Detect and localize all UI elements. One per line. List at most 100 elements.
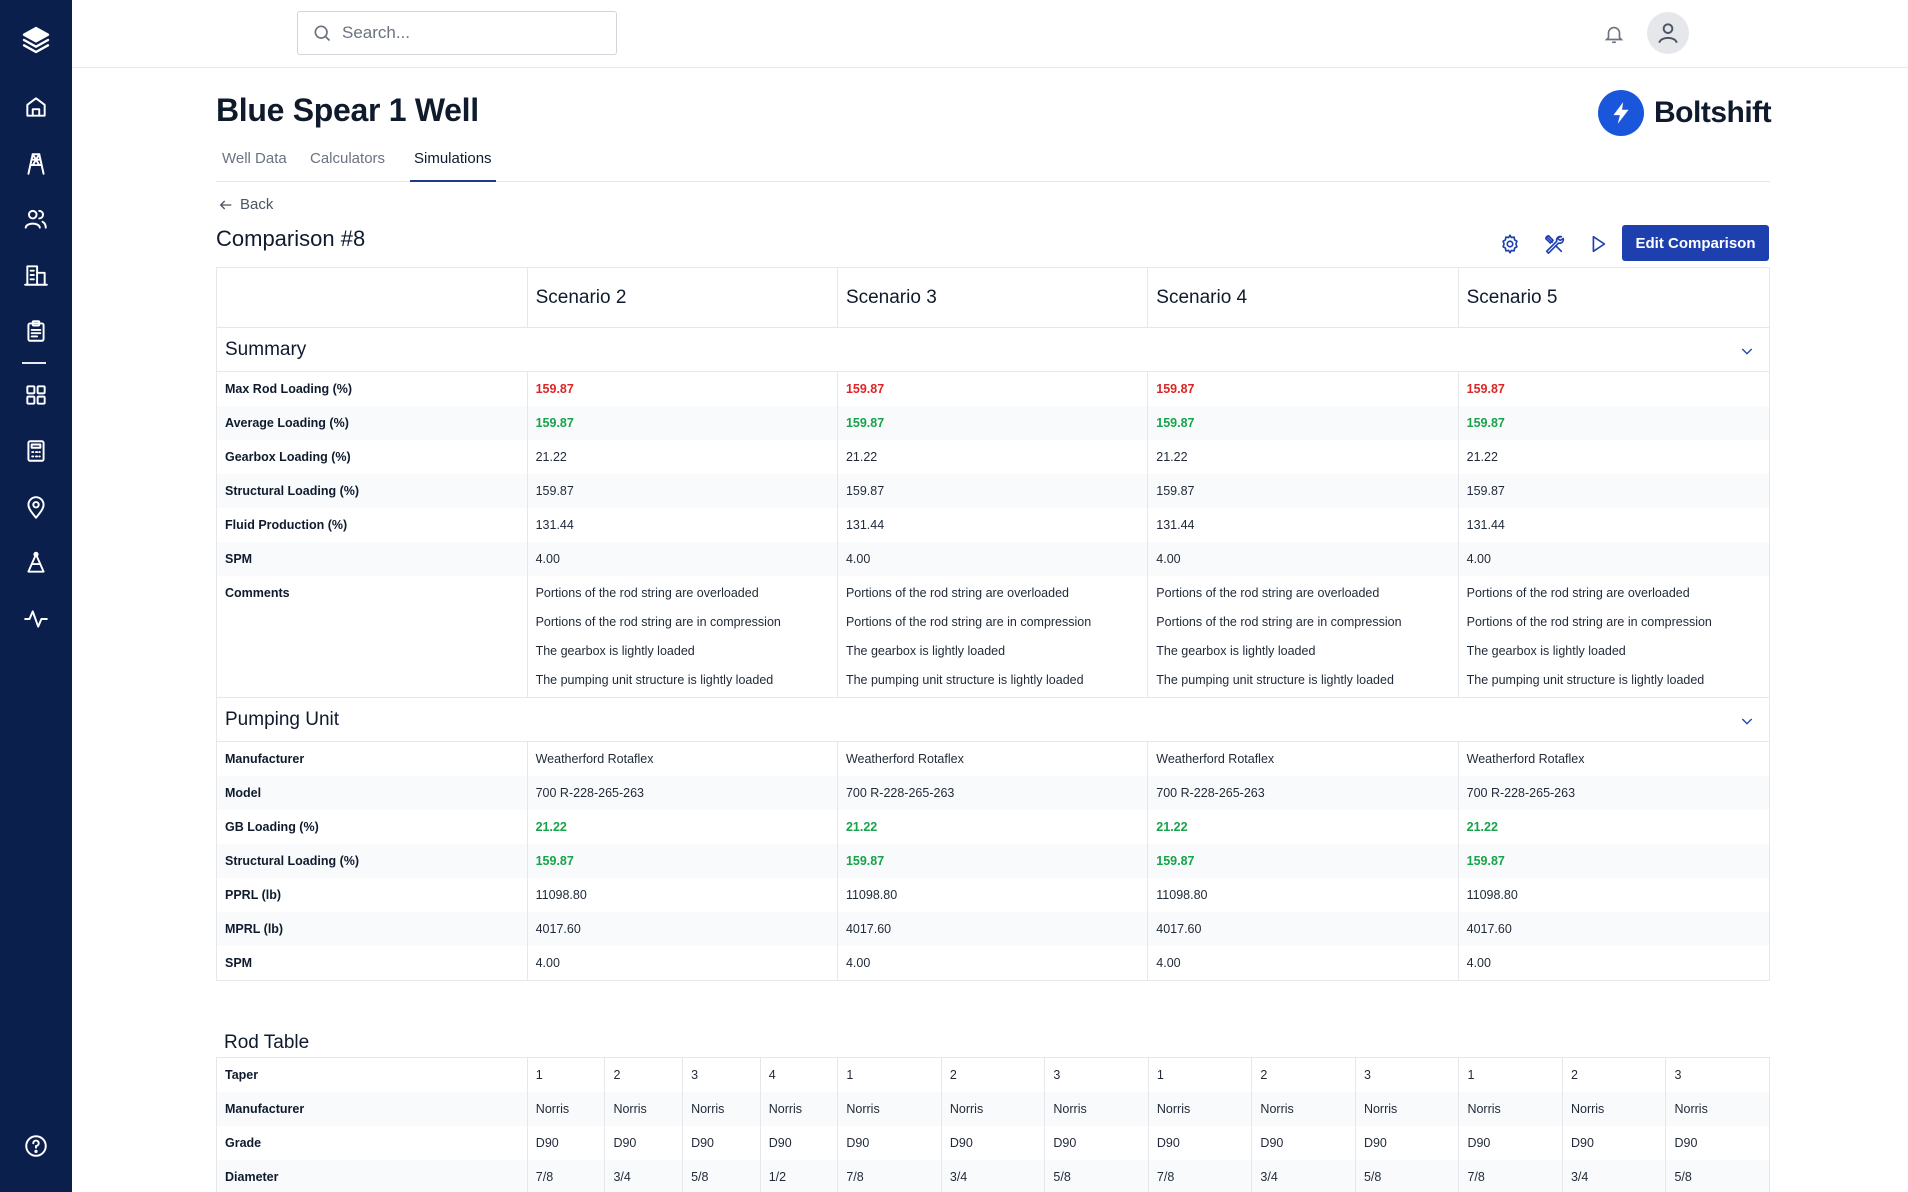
clipboard-icon[interactable] <box>18 313 54 349</box>
home-icon[interactable] <box>18 89 54 125</box>
value-cell: Weatherford Rotaflex <box>1466 752 1585 766</box>
rod-cell: Norris <box>683 1092 761 1126</box>
value-cell: 159.87 <box>1148 474 1459 508</box>
oil-rig-icon[interactable] <box>18 146 54 182</box>
rod-cell: Norris <box>1356 1092 1460 1126</box>
value-cell: 159.87 <box>1466 382 1505 396</box>
table-row: Taper 1 2 3 4 1 2 3 1 2 3 1 2 3 <box>216 1058 1770 1092</box>
rod-cell: D90 <box>605 1126 684 1160</box>
comment-line: The gearbox is lightly loaded <box>1156 644 1316 659</box>
value-cell: 4017.60 <box>528 912 838 946</box>
comment-line: The gearbox is lightly loaded <box>845 644 1006 659</box>
value-cell: Weatherford Rotaflex <box>838 742 1149 776</box>
comment-line: Portions of the rod string are overloade… <box>1156 585 1380 600</box>
rod-cell: Norris <box>942 1092 1046 1126</box>
rod-cell: Norris <box>1045 1092 1149 1126</box>
scenario-header: Scenario 5 <box>1466 286 1558 308</box>
row-label: SPM <box>217 946 528 980</box>
rod-cell: D90 <box>1252 1126 1356 1160</box>
value-cell: 4017.60 <box>838 912 1149 946</box>
value-cell: 21.22 <box>1148 810 1459 844</box>
value-cell: 4017.60 <box>1466 922 1512 936</box>
back-label: Back <box>240 196 274 213</box>
tab-calculators[interactable]: Calculators <box>310 150 386 167</box>
notifications-bell-icon[interactable] <box>1600 20 1628 48</box>
value-cell: 11098.80 <box>1466 888 1518 902</box>
pump-jack-icon[interactable] <box>18 545 54 581</box>
pumping-unit-section-header[interactable]: Pumping Unit <box>216 698 1770 742</box>
value-cell: 159.87 <box>528 372 838 406</box>
comments-cell: Portions of the rod string are overloade… <box>528 576 838 697</box>
value-cell: 159.87 <box>838 844 1149 878</box>
table-row: PPRL (lb) 11098.80 11098.80 11098.80 11098.8… <box>216 878 1770 912</box>
value-cell: 4.00 <box>1148 946 1459 980</box>
search-box[interactable] <box>297 11 617 55</box>
value-cell: 131.44 <box>1466 518 1505 532</box>
rod-cell: 3/4 <box>1252 1160 1356 1192</box>
rod-cell: D90 <box>1666 1126 1770 1160</box>
help-icon[interactable] <box>18 1128 54 1164</box>
row-label: Structural Loading (%) <box>217 474 528 508</box>
search-input[interactable] <box>342 23 602 43</box>
summary-section-header[interactable]: Summary <box>216 328 1770 372</box>
user-avatar[interactable] <box>1647 12 1689 54</box>
rod-cell: 2 <box>1563 1058 1667 1092</box>
table-row: Grade D90 D90 D90 D90 D90 D90 D90 D90 D90 D90 D90 D9… <box>216 1126 1770 1160</box>
users-icon[interactable] <box>18 201 54 237</box>
value-cell: 4.00 <box>838 946 1149 980</box>
value-cell: 4.00 <box>1466 552 1491 566</box>
back-link[interactable]: Back <box>218 196 273 213</box>
sidebar-divider <box>22 362 46 364</box>
scenario-header-row: Scenario 2 Scenario 3 Scenario 4 Scenari… <box>216 267 1770 328</box>
dashboard-grid-icon[interactable] <box>18 377 54 413</box>
tools-wrench-icon[interactable] <box>1540 230 1568 258</box>
value-cell: 21.22 <box>1466 450 1498 464</box>
play-icon[interactable] <box>1584 230 1612 258</box>
rod-cell: D90 <box>1356 1126 1460 1160</box>
rod-cell: 5/8 <box>683 1160 761 1192</box>
map-pin-icon[interactable] <box>18 490 54 526</box>
value-cell: 159.87 <box>1148 406 1459 440</box>
value-cell: 159.87 <box>1466 854 1505 868</box>
calculator-icon[interactable] <box>18 433 54 469</box>
value-cell: 159.87 <box>1466 484 1505 498</box>
chevron-down-icon[interactable] <box>1739 713 1755 729</box>
table-row: Manufacturer Weatherford Rotaflex Weatherf… <box>216 742 1770 776</box>
settings-gear-icon[interactable] <box>1496 230 1524 258</box>
rod-cell: 1/2 <box>761 1160 839 1192</box>
value-cell: 159.87 <box>528 844 838 878</box>
rod-cell: 3 <box>1045 1058 1149 1092</box>
value-cell: 4.00 <box>528 542 838 576</box>
value-cell: 159.87 <box>528 474 838 508</box>
comment-line: Portions of the rod string are overloade… <box>1466 585 1690 600</box>
activity-pulse-icon[interactable] <box>18 601 54 637</box>
edit-comparison-button[interactable]: Edit Comparison <box>1622 225 1769 261</box>
rod-cell: D90 <box>761 1126 839 1160</box>
comment-line: The pumping unit structure is lightly lo… <box>535 673 774 688</box>
tab-bar: Well Data Calculators Simulations <box>216 146 1770 182</box>
rod-cell: 3 <box>683 1058 761 1092</box>
rod-cell: 3 <box>1356 1058 1460 1092</box>
value-cell: 131.44 <box>528 508 838 542</box>
rod-cell: D90 <box>528 1126 606 1160</box>
rod-cell: D90 <box>1563 1126 1667 1160</box>
tab-well-data[interactable]: Well Data <box>222 150 287 167</box>
rod-cell: D90 <box>1459 1126 1563 1160</box>
value-cell: 159.87 <box>1148 372 1459 406</box>
value-cell: 159.87 <box>838 474 1149 508</box>
rod-cell: 7/8 <box>1149 1160 1253 1192</box>
table-row: Model 700 R-228-265-263 700 R-228-265-263 7… <box>216 776 1770 810</box>
comment-line: Portions of the rod string are in compre… <box>535 614 781 629</box>
buildings-icon[interactable] <box>18 257 54 293</box>
summary-title: Summary <box>225 338 307 360</box>
scenario-header: Scenario 3 <box>838 268 1149 327</box>
value-cell: 4017.60 <box>1148 912 1459 946</box>
rod-cell: 2 <box>1252 1058 1356 1092</box>
comments-cell: Portions of the rod string are overloade… <box>1459 576 1769 697</box>
rod-cell: Norris <box>1252 1092 1356 1126</box>
app-logo-icon[interactable] <box>18 22 54 58</box>
chevron-down-icon[interactable] <box>1739 343 1755 359</box>
comments-cell: Portions of the rod string are overloade… <box>838 576 1149 697</box>
value-cell: 4.00 <box>838 542 1149 576</box>
tab-simulations[interactable]: Simulations <box>410 150 496 182</box>
